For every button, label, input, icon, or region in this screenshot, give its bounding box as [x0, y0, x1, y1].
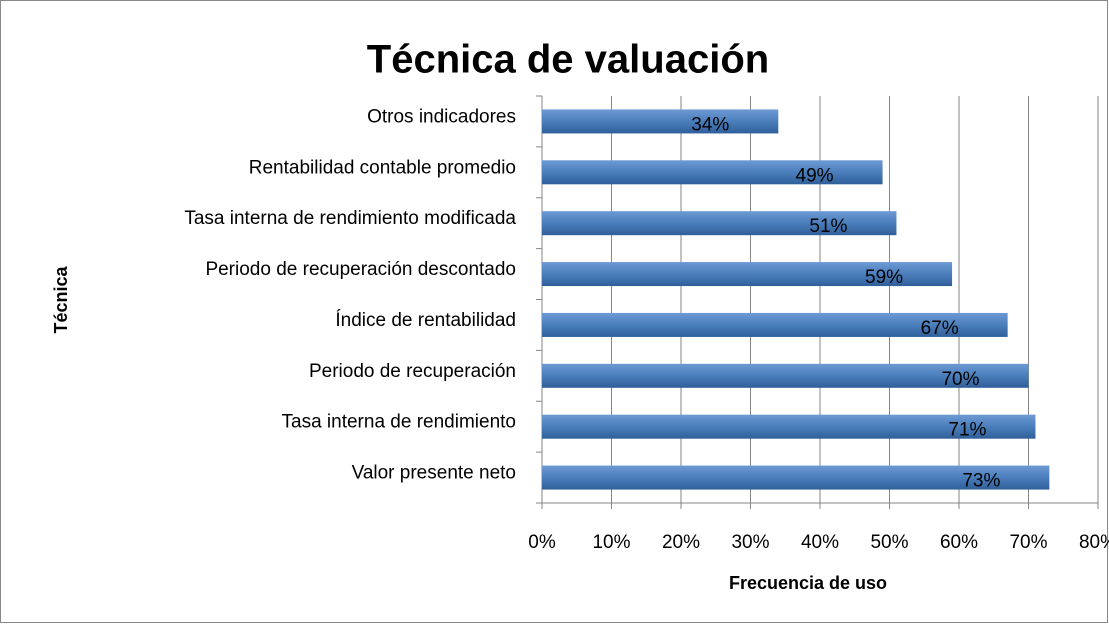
x-tick-label: 60%	[940, 532, 978, 553]
bar	[542, 363, 1029, 388]
bar	[542, 109, 779, 134]
y-tick-label: Periodo de recuperación	[309, 361, 516, 382]
y-tick-label: Índice de rentabilidad	[335, 310, 516, 331]
data-label: 51%	[809, 216, 847, 237]
bar	[542, 312, 1008, 337]
data-label: 71%	[948, 420, 986, 441]
x-tick-label: 10%	[592, 532, 630, 553]
bar	[542, 211, 897, 236]
x-axis-title: Frecuencia de uso	[729, 573, 887, 593]
y-tick-label: Periodo de recuperación descontado	[205, 259, 516, 280]
y-axis-title: Técnica	[51, 266, 71, 334]
data-label: 59%	[865, 267, 903, 288]
y-tick-label: Valor presente neto	[352, 463, 516, 484]
y-tick-label: Rentabilidad contable promedio	[249, 157, 516, 178]
y-tick-label: Otros indicadores	[367, 106, 516, 127]
x-tick-label: 50%	[870, 532, 908, 553]
x-tick-label: 0%	[528, 532, 556, 553]
x-tick-label: 30%	[731, 532, 769, 553]
bar	[542, 465, 1050, 490]
x-tick-label: 80%	[1079, 532, 1109, 553]
chart-title: Técnica de valuación	[367, 38, 769, 82]
data-label: 49%	[796, 165, 834, 186]
data-label: 73%	[962, 471, 1000, 492]
bar	[542, 414, 1036, 439]
data-label: 70%	[941, 369, 979, 390]
bar	[542, 262, 953, 287]
x-tick-label: 40%	[801, 532, 839, 553]
bar	[542, 160, 883, 185]
y-tick-label: Tasa interna de rendimiento	[282, 412, 516, 433]
x-tick-label: 20%	[662, 532, 700, 553]
x-tick-label: 70%	[1009, 532, 1047, 553]
y-tick-label: Tasa interna de rendimiento modificada	[184, 208, 516, 229]
data-label: 67%	[921, 318, 959, 339]
data-label: 34%	[691, 114, 729, 135]
